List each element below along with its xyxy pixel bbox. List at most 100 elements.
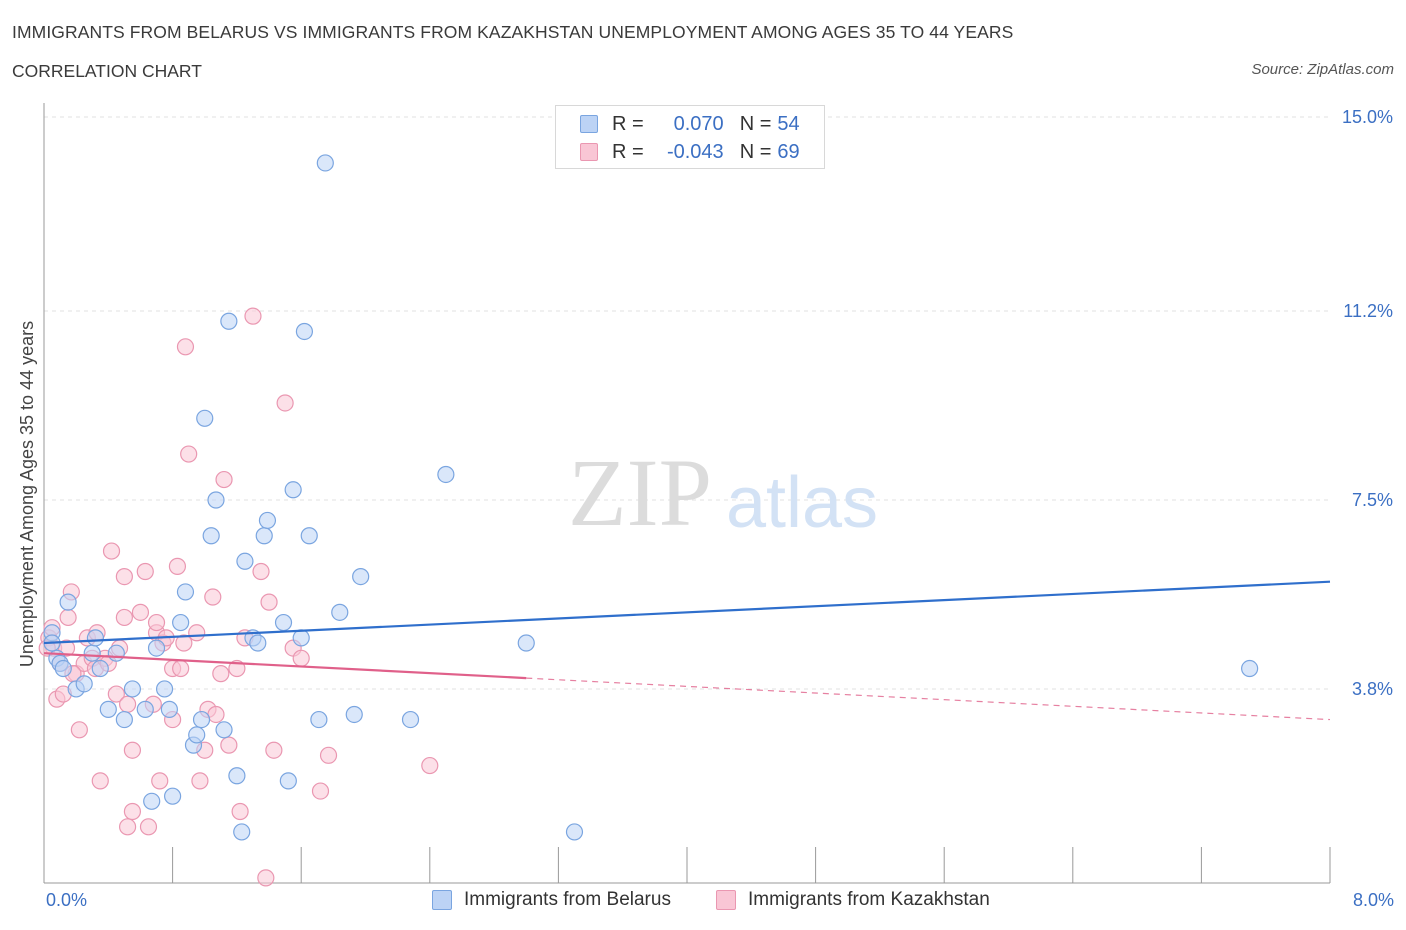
grid-lines bbox=[44, 116, 1330, 690]
kazakhstan-point bbox=[107, 685, 125, 703]
belarus-point bbox=[107, 644, 125, 662]
kazakhstan-point bbox=[220, 736, 238, 754]
kazakhstan-point bbox=[123, 741, 142, 759]
belarus-point bbox=[274, 613, 293, 632]
chart-subtitle: CORRELATION CHART bbox=[12, 61, 202, 81]
kazakhstan-point bbox=[244, 307, 262, 325]
kazakhstan-point bbox=[118, 695, 137, 713]
kazakhstan-point bbox=[421, 756, 439, 775]
belarus-point bbox=[345, 705, 363, 724]
kazakhstan-point bbox=[260, 593, 278, 611]
watermark: ZIP atlas bbox=[568, 439, 878, 546]
y-tick-label: 3.8% bbox=[1352, 679, 1393, 699]
belarus-swatch bbox=[580, 115, 598, 133]
series-kazakhstan-points bbox=[38, 307, 439, 887]
belarus-point bbox=[292, 629, 310, 647]
belarus-point bbox=[331, 603, 349, 621]
belarus-point bbox=[1241, 659, 1259, 678]
kazakhstan-point bbox=[265, 741, 283, 759]
kazakhstan-point bbox=[176, 338, 195, 356]
belarus-point bbox=[295, 322, 314, 341]
kazakhstan-point bbox=[172, 659, 190, 678]
kazakhstan-point bbox=[228, 659, 246, 678]
legend-belarus-label: Immigrants from Belarus bbox=[464, 889, 671, 910]
belarus-point bbox=[255, 527, 273, 545]
kazakhstan-point bbox=[136, 562, 154, 581]
belarus-trend-line bbox=[43, 580, 1331, 645]
kazakhstan-point bbox=[168, 557, 187, 575]
kazakhstan-point bbox=[115, 567, 133, 586]
y-tick-label: 7.5% bbox=[1352, 490, 1393, 510]
kazakhstan-trend-extension bbox=[526, 677, 1331, 721]
kazakhstan-point bbox=[311, 782, 330, 800]
kazakhstan-point bbox=[151, 772, 169, 790]
kazakhstan-point bbox=[139, 818, 158, 836]
belarus-point bbox=[565, 823, 584, 841]
belarus-point bbox=[99, 700, 117, 718]
belarus-point bbox=[437, 465, 455, 484]
n-label: N = bbox=[739, 112, 772, 135]
kazakhstan-point bbox=[147, 613, 166, 632]
belarus-point bbox=[196, 409, 214, 427]
kazakhstan-point bbox=[292, 649, 310, 667]
series-belarus-points bbox=[43, 154, 1259, 841]
chart-title: IMMIGRANTS FROM BELARUS VS IMMIGRANTS FR… bbox=[12, 22, 1014, 42]
belarus-point bbox=[228, 767, 246, 785]
belarus-point bbox=[115, 710, 133, 729]
kazakhstan-point bbox=[123, 802, 142, 821]
belarus-point bbox=[220, 312, 238, 330]
belarus-point bbox=[192, 710, 211, 729]
belarus-point bbox=[249, 634, 267, 652]
kazakhstan-point bbox=[252, 562, 270, 581]
belarus-point bbox=[233, 823, 251, 841]
belarus-point bbox=[284, 481, 302, 499]
r-label: R = bbox=[612, 140, 644, 163]
belarus-point bbox=[207, 491, 225, 509]
belarus-point bbox=[258, 511, 277, 530]
kazakhstan-point bbox=[204, 588, 222, 606]
belarus-r-value: 0.070 bbox=[673, 112, 724, 135]
belarus-point bbox=[155, 680, 174, 698]
belarus-point bbox=[300, 527, 318, 545]
belarus-point bbox=[279, 772, 297, 790]
kazakhstan-point bbox=[257, 869, 275, 887]
belarus-point bbox=[91, 659, 109, 678]
y-tick-label: 15.0% bbox=[1342, 107, 1393, 127]
belarus-point bbox=[75, 675, 93, 693]
belarus-point bbox=[401, 710, 420, 729]
belarus-point bbox=[83, 644, 101, 662]
legend-item-kazakhstan[interactable]: Immigrants from Kazakhstan bbox=[716, 889, 990, 911]
belarus-point bbox=[517, 634, 535, 652]
belarus-point bbox=[316, 154, 334, 172]
kazakhstan-point bbox=[180, 445, 198, 463]
belarus-point bbox=[352, 567, 370, 586]
kazakhstan-point bbox=[188, 624, 206, 642]
kazakhstan-point bbox=[215, 470, 233, 489]
kazakhstan-point bbox=[59, 608, 77, 627]
belarus-point bbox=[86, 629, 105, 647]
kazakhstan-point bbox=[319, 746, 338, 764]
legend-item-belarus[interactable]: Immigrants from Belarus bbox=[432, 889, 671, 911]
kazakhstan-trend-line bbox=[43, 652, 527, 680]
belarus-n-value: 54 bbox=[777, 112, 800, 135]
belarus-point bbox=[215, 721, 233, 739]
kazakhstan-point bbox=[102, 542, 121, 560]
x-tick-label-max: 8.0% bbox=[1352, 890, 1394, 910]
kazakhstan-point bbox=[91, 772, 109, 790]
kazakhstan-point bbox=[175, 634, 193, 652]
kazakhstan-r-value: -0.043 bbox=[666, 140, 724, 163]
y-tick-labels: 3.8% 7.5% 11.2% 15.0% bbox=[1342, 107, 1393, 699]
legend-row-kazakhstan: R = -0.043 N = 69 bbox=[580, 138, 800, 166]
kazakhstan-point bbox=[131, 603, 150, 621]
kazakhstan-legend-swatch bbox=[716, 890, 736, 910]
watermark-atlas: atlas bbox=[726, 463, 878, 543]
belarus-point bbox=[123, 680, 142, 698]
correlation-legend: R = 0.070 N = 54 R = -0.043 N = 69 bbox=[555, 105, 825, 169]
kazakhstan-point bbox=[70, 721, 88, 739]
belarus-point bbox=[54, 659, 72, 678]
kazakhstan-point bbox=[191, 772, 209, 790]
kazakhstan-n-value: 69 bbox=[777, 140, 800, 163]
trend-lines bbox=[43, 580, 1331, 721]
belarus-legend-swatch bbox=[432, 890, 452, 910]
